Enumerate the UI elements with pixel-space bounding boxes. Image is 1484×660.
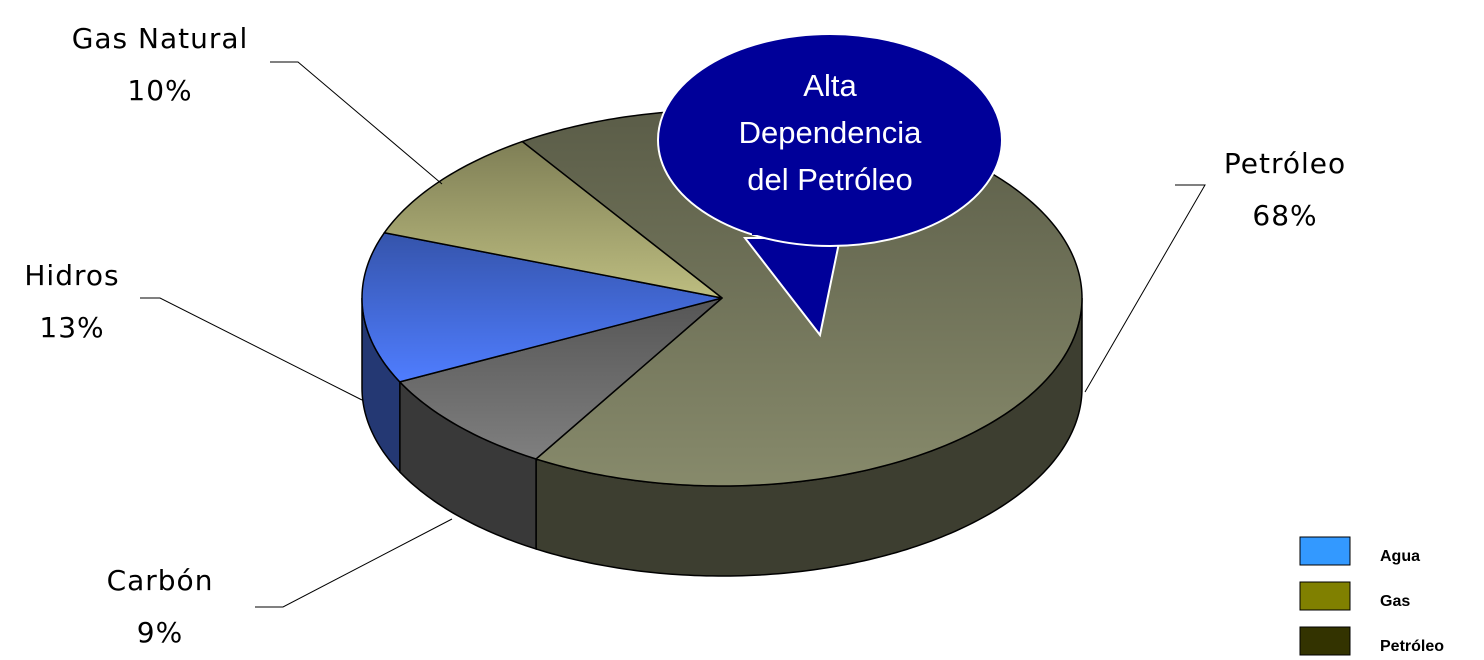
- slice-shade: [362, 232, 722, 382]
- value-label: 68%: [1252, 199, 1317, 232]
- value-label: 13%: [39, 311, 104, 344]
- legend-label: Petróleo: [1380, 638, 1444, 655]
- leader-line: [140, 297, 363, 401]
- callout-bubble: [657, 33, 1003, 247]
- annotation: Dependencia: [739, 115, 922, 150]
- labels: Petróleo 68% Carbón 9% Hidros 13% Gas Natural 1…: [24, 22, 1346, 649]
- slice-shade: [384, 141, 722, 298]
- legend-swatch: [1299, 536, 1351, 566]
- leader-line: [270, 61, 443, 185]
- legend-swatch: [1299, 626, 1351, 656]
- category-label: Hidros: [24, 259, 119, 292]
- leader-line: [255, 518, 453, 608]
- category-label: Carbón: [107, 564, 214, 597]
- legend-label: Gas: [1380, 593, 1410, 610]
- legend-label: Agua: [1380, 548, 1420, 565]
- category-label: Gas Natural: [72, 22, 249, 55]
- leader-line: [1084, 184, 1206, 393]
- value-label: 10%: [127, 74, 192, 107]
- annotation: del Petróleo: [747, 162, 912, 197]
- annotation: Alta: [803, 68, 857, 103]
- slice-shade: [399, 298, 722, 459]
- category-label: Petróleo: [1224, 147, 1346, 180]
- legend-swatch: [1299, 581, 1351, 611]
- legend: Agua Gas Petróleo: [1299, 536, 1444, 656]
- value-label: 9%: [137, 616, 183, 649]
- callout: Alta Dependencia del Petróleo: [657, 33, 1003, 338]
